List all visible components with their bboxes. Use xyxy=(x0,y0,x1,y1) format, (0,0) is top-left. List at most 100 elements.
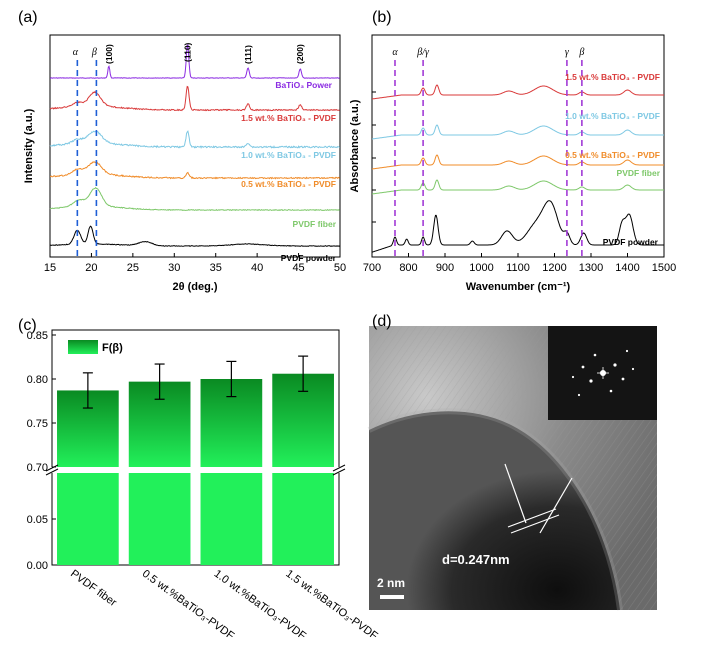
ftir-series-line xyxy=(371,124,664,140)
x-tick-label: 50 xyxy=(334,262,346,274)
fft-spot xyxy=(621,377,625,381)
panel-b-label: (b) xyxy=(372,9,392,26)
fft-spot xyxy=(571,375,575,379)
y-tick-label: 0.85 xyxy=(27,330,48,342)
panel-b-y-axis-label: Absorbance (a.u.) xyxy=(349,99,361,192)
xrd-peak-label: (100) xyxy=(104,44,114,64)
panel-d-label: (d) xyxy=(372,313,392,330)
xrd-peak-label: (200) xyxy=(295,44,305,64)
y-tick-label: 0.80 xyxy=(27,374,48,386)
x-tick-label: 1500 xyxy=(652,262,676,274)
y-tick-label: 0.05 xyxy=(27,514,48,526)
panel-d: (d) d=0.247nm 2 nm xyxy=(367,313,657,611)
fft-spot xyxy=(613,363,617,367)
panel-c-frame xyxy=(51,329,340,566)
panel-a-y-axis-label: Intensity (a.u.) xyxy=(23,108,35,183)
ftir-series-label: PVDF fiber xyxy=(617,168,661,178)
x-tick-label: 45 xyxy=(292,262,304,274)
bar xyxy=(57,473,119,565)
x-tick-label: 900 xyxy=(436,262,454,274)
axis-break-mark xyxy=(332,468,346,476)
tem-particle xyxy=(369,411,620,610)
fft-spot xyxy=(581,365,585,369)
ftir-phase-marker-label: β xyxy=(578,47,584,58)
ftir-series-line xyxy=(371,179,664,195)
fft-spot xyxy=(609,389,613,393)
x-tick-label: 25 xyxy=(127,262,139,274)
panel-b: (b) α β/γ γ β 700 800 900 1000 1100 1200 1300 1400… xyxy=(349,9,676,293)
x-tick-label: 30 xyxy=(168,262,180,274)
ftir-series-label: 0.5 wt.% BaTiO₃ - PVDF xyxy=(565,150,660,160)
lattice-fringe-line xyxy=(510,514,560,534)
axis-break-mark xyxy=(45,464,59,472)
ftir-series-line xyxy=(371,154,664,170)
ftir-phase-marker-label: α xyxy=(392,47,398,58)
ftir-phase-marker-label: γ xyxy=(565,47,570,58)
x-tick-label: 1200 xyxy=(542,262,566,274)
axis-break-mark xyxy=(45,468,59,476)
y-tick-label: 0.75 xyxy=(27,418,48,430)
axis-break-gap xyxy=(51,467,340,473)
y-tick-label: 0.00 xyxy=(27,560,48,572)
x-tick-label: 1300 xyxy=(579,262,603,274)
ftir-series-line xyxy=(371,200,664,253)
bar xyxy=(128,473,191,565)
x-tick-label: 20 xyxy=(85,262,97,274)
panel-b-x-axis-label: Wavenumber (cm⁻¹) xyxy=(466,281,571,293)
lattice-arrow xyxy=(504,463,527,524)
legend-label: F(β) xyxy=(102,342,123,354)
scale-bar xyxy=(380,595,404,599)
x-tick-label: 1100 xyxy=(506,262,530,274)
xrd-peak-label: (110) xyxy=(183,42,193,62)
ftir-series-label: 1.5 wt.% BaTiO₃ - PVDF xyxy=(565,72,660,82)
x-tick-label: 15 xyxy=(44,262,56,274)
y-tick-label: 0.70 xyxy=(27,462,48,474)
xrd-series-line xyxy=(49,85,340,112)
fft-spot xyxy=(589,379,593,383)
xrd-series-line xyxy=(50,44,340,79)
xrd-series-label: 1.5 wt.% BaTiO₃ - PVDF xyxy=(241,113,336,123)
panel-b-frame xyxy=(371,34,665,258)
panel-a-x-axis-label: 2θ (deg.) xyxy=(172,281,217,293)
x-tick-label: 800 xyxy=(399,262,417,274)
axis-break-mark xyxy=(332,464,346,472)
ftir-series-line xyxy=(371,84,664,100)
lattice-arrow xyxy=(539,477,573,534)
x-tick-label: 1000 xyxy=(469,262,493,274)
panel-c: (c) 0.700.750.800.850.000.05 PVDF fiber 0… xyxy=(18,317,380,643)
fft-spot xyxy=(631,367,635,371)
xrd-series-line xyxy=(49,225,341,247)
xrd-peak-label: (111) xyxy=(243,45,253,64)
bar xyxy=(272,473,334,565)
scale-bar-label: 2 nm xyxy=(377,576,405,590)
xrd-series-label: 1.0 wt.% BaTiO₃ - PVDF xyxy=(241,150,336,160)
x-tick-label: 1400 xyxy=(615,262,639,274)
legend-swatch xyxy=(68,340,98,354)
xrd-series-line xyxy=(49,186,341,212)
ftir-series-label: PVDF powder xyxy=(603,237,659,247)
xrd-series-line xyxy=(49,130,341,149)
category-label: PVDF fiber xyxy=(68,568,119,610)
fft-spot xyxy=(577,393,581,397)
x-tick-label: 35 xyxy=(210,262,222,274)
xrd-series-line xyxy=(50,161,341,180)
xrd-series-label: PVDF powder xyxy=(281,253,337,263)
xrd-series-label: 0.5 wt.% BaTiO₃ - PVDF xyxy=(241,179,336,189)
xrd-phase-marker-label: β xyxy=(91,47,97,58)
d-spacing-label: d=0.247nm xyxy=(442,552,510,567)
fft-spot xyxy=(625,349,629,353)
x-tick-label: 40 xyxy=(251,262,263,274)
panel-a: (a) α β (100) (110) (111) (200) 15 20 25 30 35 40 4… xyxy=(18,9,346,293)
bar xyxy=(200,473,263,565)
x-tick-label: 700 xyxy=(363,262,381,274)
xrd-series-label: BaTiO₃ Power xyxy=(275,80,332,90)
tem-particle-edge xyxy=(367,408,623,611)
panel-c-label: (c) xyxy=(18,317,37,334)
xrd-phase-marker-label: α xyxy=(73,47,79,58)
lattice-fringe-line xyxy=(507,508,557,528)
ftir-series-label: 1.0 wt.% BaTiO₃ - PVDF xyxy=(565,111,660,121)
panel-a-label: (a) xyxy=(18,9,38,26)
xrd-series-label: PVDF fiber xyxy=(293,219,337,229)
fft-spot xyxy=(593,353,597,357)
